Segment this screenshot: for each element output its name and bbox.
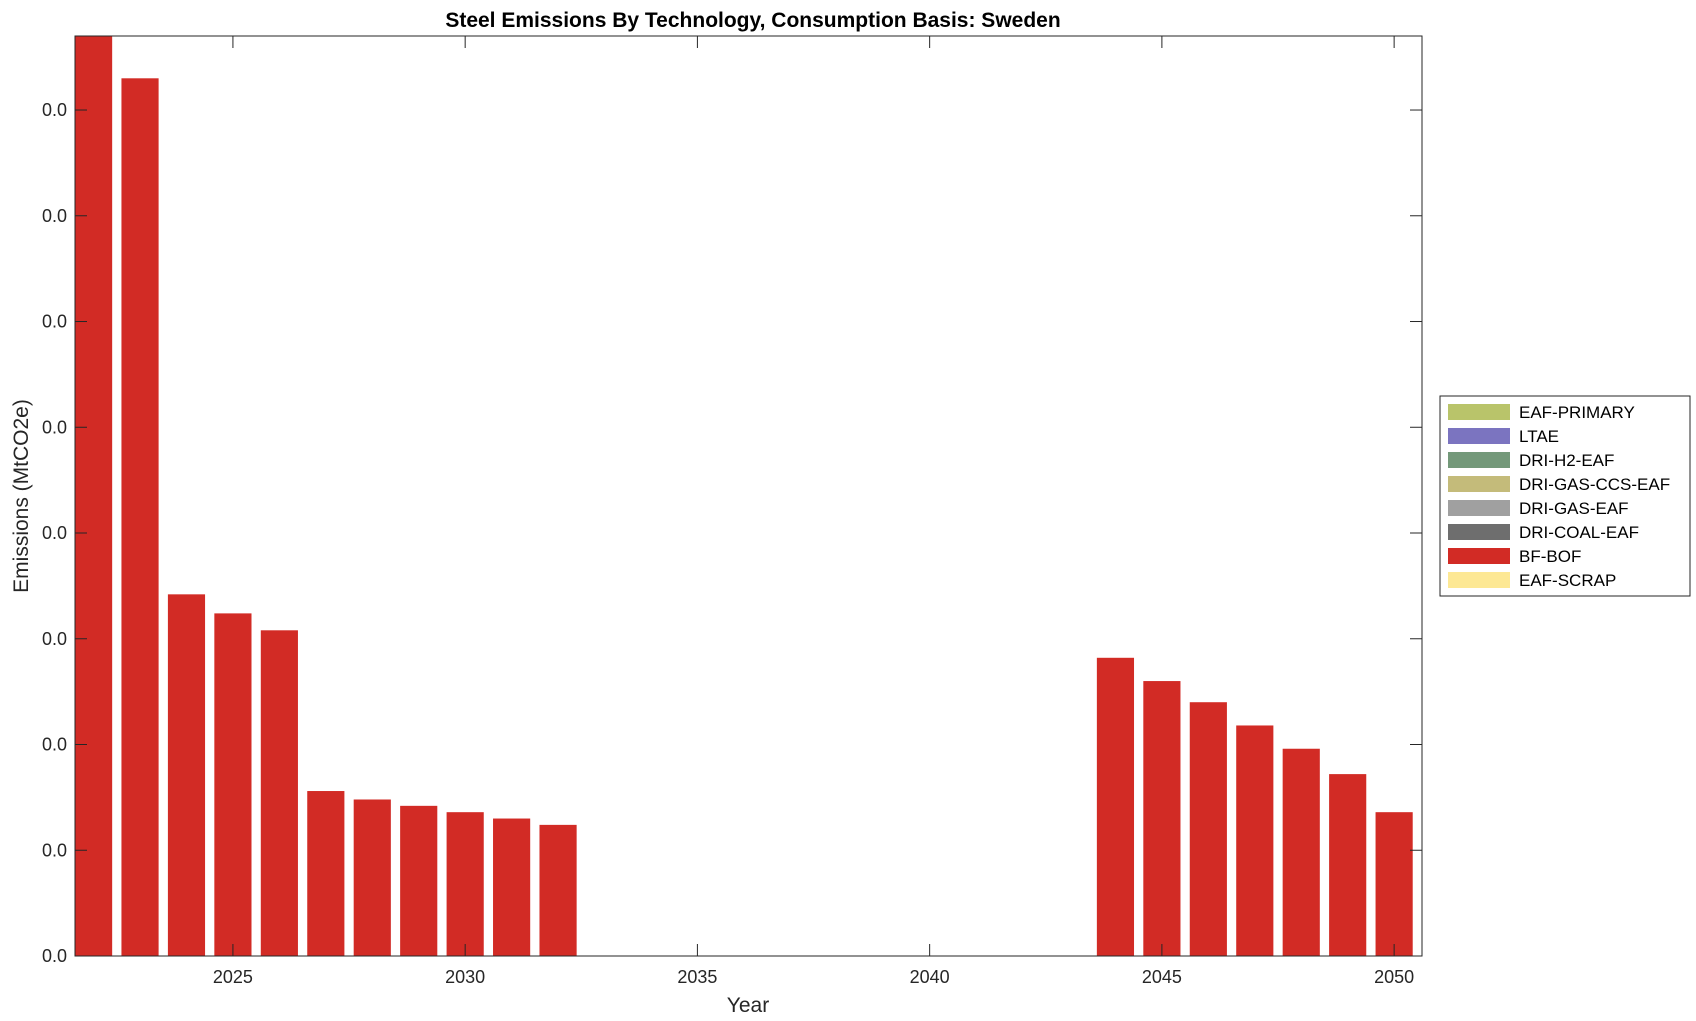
x-tick-label: 2050	[1374, 967, 1414, 987]
y-tick-label: 0.0	[42, 840, 67, 860]
y-tick-label: 0.0	[42, 946, 67, 966]
legend-swatch-eaf-scrap	[1448, 572, 1510, 588]
bar-bf-bof-2031	[493, 818, 531, 956]
x-tick-label: 2030	[445, 967, 485, 987]
bar-bf-bof-2025	[214, 613, 252, 956]
bar-bf-bof-2047	[1236, 725, 1274, 956]
y-tick-label: 0.0	[42, 523, 67, 543]
y-tick-label: 0.0	[42, 100, 67, 120]
legend-label-eaf-scrap: EAF-SCRAP	[1519, 571, 1616, 590]
bar-bf-bof-2029	[400, 805, 438, 956]
y-axis-title: Emissions (MtCO2e)	[10, 399, 33, 593]
legend-swatch-eaf-primary	[1448, 404, 1510, 420]
legend-items: EAF-PRIMARY LTAE DRI-H2-EAF DRI-GAS-CCS-EAF…	[1448, 403, 1670, 590]
bar-bf-bof-2049	[1329, 774, 1367, 956]
legend-label-dri-h2-eaf: DRI-H2-EAF	[1519, 451, 1614, 470]
legend-label-dri-coal-eaf: DRI-COAL-EAF	[1519, 523, 1639, 542]
bar-bf-bof-2044	[1096, 657, 1135, 956]
legend-swatch-ltae	[1448, 428, 1510, 444]
x-axis-title: Year	[727, 994, 769, 1017]
legend-label-ltae: LTAE	[1519, 427, 1559, 446]
y-tick-label: 0.0	[42, 417, 67, 437]
legend-label-bf-bof: BF-BOF	[1519, 547, 1581, 566]
bar-bf-bof-2030	[446, 812, 484, 956]
legend-swatch-dri-gas-ccs-eaf	[1448, 476, 1510, 492]
bar-bf-bof-2022	[75, 36, 113, 956]
bar-bf-bof-2046	[1189, 702, 1227, 956]
legend-label-eaf-primary: EAF-PRIMARY	[1519, 403, 1635, 422]
legend-box	[1439, 395, 1691, 597]
bar-bf-bof-2023	[121, 78, 159, 957]
y-tick-label: 0.0	[42, 312, 67, 332]
y-tick-label: 0.0	[42, 629, 67, 649]
x-tick-label: 2035	[677, 967, 717, 987]
legend-swatch-dri-h2-eaf	[1448, 452, 1510, 468]
y-tick-label: 0.0	[42, 206, 67, 226]
x-tick-label: 2025	[213, 967, 253, 987]
bar-bf-bof-2048	[1282, 748, 1320, 956]
chart-title: Steel Emissions By Technology, Consumpti…	[445, 9, 1060, 32]
bar-bf-bof-2024	[167, 594, 206, 956]
legend-label-dri-gas-eaf: DRI-GAS-EAF	[1519, 499, 1629, 518]
ticks-layer: 0.0 0.0 0.0 0.0 0.0 0.0 0.0 0.0 0.0 2025 2030 2035 2…	[42, 36, 1422, 987]
bars-layer	[75, 36, 1413, 957]
legend-swatch-bf-bof	[1448, 548, 1510, 564]
x-tick-label: 2045	[1142, 967, 1182, 987]
x-tick-label: 2040	[910, 967, 950, 987]
bar-bf-bof-2028	[353, 799, 391, 956]
legend-swatch-dri-coal-eaf	[1448, 524, 1510, 540]
plot-frame	[74, 35, 1423, 957]
bar-bf-bof-2027	[307, 791, 345, 956]
bar-bf-bof-2045	[1143, 681, 1181, 956]
legend-label-dri-gas-ccs-eaf: DRI-GAS-CCS-EAF	[1519, 475, 1670, 494]
bar-bf-bof-2032	[539, 824, 577, 956]
bar-bf-bof-2050	[1375, 812, 1413, 956]
legend-swatch-dri-gas-eaf	[1448, 500, 1510, 516]
y-tick-label: 0.0	[42, 735, 67, 755]
legend: EAF-PRIMARY LTAE DRI-H2-EAF DRI-GAS-CCS-EAF…	[1439, 395, 1691, 597]
bar-bf-bof-2026	[260, 630, 298, 956]
